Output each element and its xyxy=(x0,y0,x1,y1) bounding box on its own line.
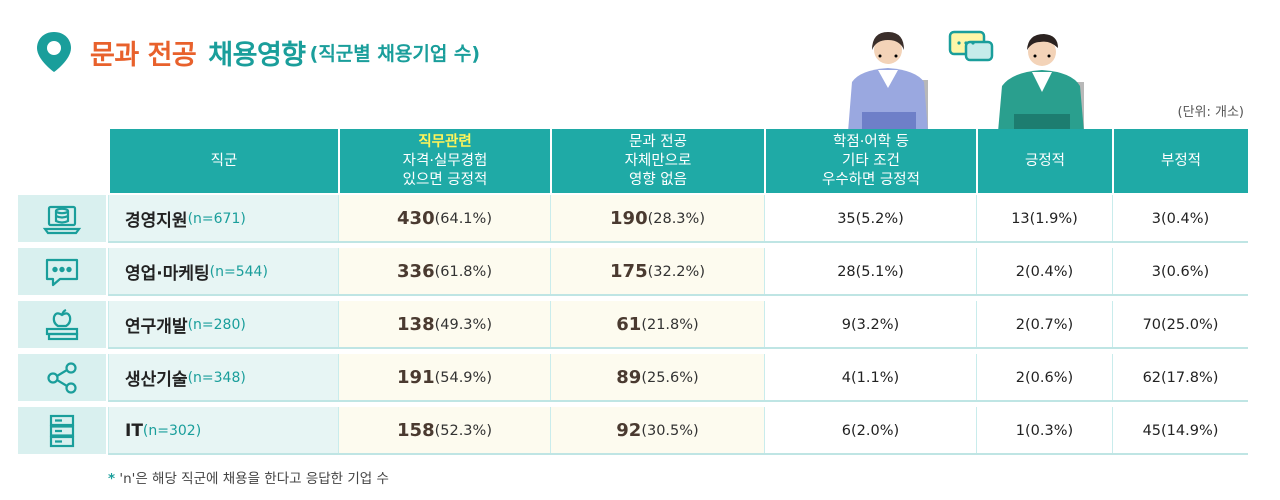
header-col-other-conditions: 학점·어학 등 기타 조건 우수하면 긍정적 xyxy=(764,129,976,193)
two-interview-people-icon xyxy=(848,30,1084,132)
table-row: 경영지원 (n=671) 430 (64.1%) 190 (28.3%) 35(5.2… xyxy=(18,195,1248,243)
row-icon-cell xyxy=(18,195,106,242)
cell-positive: 13(1.9%) xyxy=(976,195,1112,242)
cell-other: 4(1.1%) xyxy=(764,354,976,401)
table-row: IT (n=302) 158 (52.3%) 92 (30.5%) 6(2.0%) 1… xyxy=(18,407,1248,455)
row-icon-cell xyxy=(18,407,106,454)
server-rack-icon xyxy=(49,414,75,447)
header-col-no-effect: 문과 전공 자체만으로 영향 없음 xyxy=(550,129,764,193)
table-header: 직군 직무관련 자격·실무경험 있으면 긍정적 문과 전공 자체만으로 영향 없음 학점… xyxy=(18,129,1248,193)
unit-label: (단위: 개소) xyxy=(1177,105,1245,120)
row-label: 연구개발 (n=280) xyxy=(108,301,338,348)
row-label: 경영지원 (n=671) xyxy=(108,195,338,242)
title-sub: (직군별 채용기업 수) xyxy=(309,42,481,65)
cell-no-effect: 61 (21.8%) xyxy=(550,301,764,348)
cell-practical: 336 (61.8%) xyxy=(338,248,550,295)
cell-practical: 191 (54.9%) xyxy=(338,354,550,401)
cell-other: 35(5.2%) xyxy=(764,195,976,242)
database-laptop-icon xyxy=(42,205,82,234)
row-icon-cell xyxy=(18,354,106,401)
cell-negative: 62(17.8%) xyxy=(1112,354,1248,401)
speech-bubble-icon xyxy=(948,30,994,62)
cell-positive: 1(0.3%) xyxy=(976,407,1112,454)
share-nodes-icon xyxy=(47,361,77,394)
cell-other: 6(2.0%) xyxy=(764,407,976,454)
cell-no-effect: 190 (28.3%) xyxy=(550,195,764,242)
row-label: IT (n=302) xyxy=(108,407,338,454)
cell-negative: 45(14.9%) xyxy=(1112,407,1248,454)
cell-other: 9(3.2%) xyxy=(764,301,976,348)
title-part2: 채용영향 xyxy=(208,39,306,71)
row-icon-cell xyxy=(18,248,106,295)
cell-practical: 138 (49.3%) xyxy=(338,301,550,348)
cell-practical: 158 (52.3%) xyxy=(338,407,550,454)
row-label: 생산기술 (n=348) xyxy=(108,354,338,401)
cell-other: 28(5.1%) xyxy=(764,248,976,295)
row-icon-cell xyxy=(18,301,106,348)
cell-practical: 430 (64.1%) xyxy=(338,195,550,242)
location-pin-icon xyxy=(37,32,71,72)
cell-no-effect: 92 (30.5%) xyxy=(550,407,764,454)
table-row: 영업·마케팅 (n=544) 336 (61.8%) 175 (32.2%) 28(5… xyxy=(18,248,1248,296)
header-col-job: 직군 xyxy=(108,129,338,193)
chat-bubble-icon xyxy=(45,258,79,286)
title-part1: 문과 전공 xyxy=(90,39,197,71)
cell-positive: 2(0.6%) xyxy=(976,354,1112,401)
header-col-positive: 긍정적 xyxy=(976,129,1112,193)
cell-negative: 3(0.4%) xyxy=(1112,195,1248,242)
row-label: 영업·마케팅 (n=544) xyxy=(108,248,338,295)
cell-positive: 2(0.4%) xyxy=(976,248,1112,295)
apple-books-icon xyxy=(45,308,79,340)
header-col-practical-experience: 직무관련 자격·실무경험 있으면 긍정적 xyxy=(338,129,550,193)
table-row: 생산기술 (n=348) 191 (54.9%) 89 (25.6%) 4(1.1%)… xyxy=(18,354,1248,402)
page-title: 문과 전공 채용영향 (직군별 채용기업 수) xyxy=(34,28,480,76)
header-col-negative: 부정적 xyxy=(1112,129,1248,193)
cell-negative: 3(0.6%) xyxy=(1112,248,1248,295)
cell-negative: 70(25.0%) xyxy=(1112,301,1248,348)
cell-positive: 2(0.7%) xyxy=(976,301,1112,348)
cell-no-effect: 89 (25.6%) xyxy=(550,354,764,401)
table-row: 연구개발 (n=280) 138 (49.3%) 61 (21.8%) 9(3.2%)… xyxy=(18,301,1248,349)
footnote: * 'n'은 해당 직군에 채용을 한다고 응답한 기업 수 xyxy=(108,471,389,487)
cell-no-effect: 175 (32.2%) xyxy=(550,248,764,295)
